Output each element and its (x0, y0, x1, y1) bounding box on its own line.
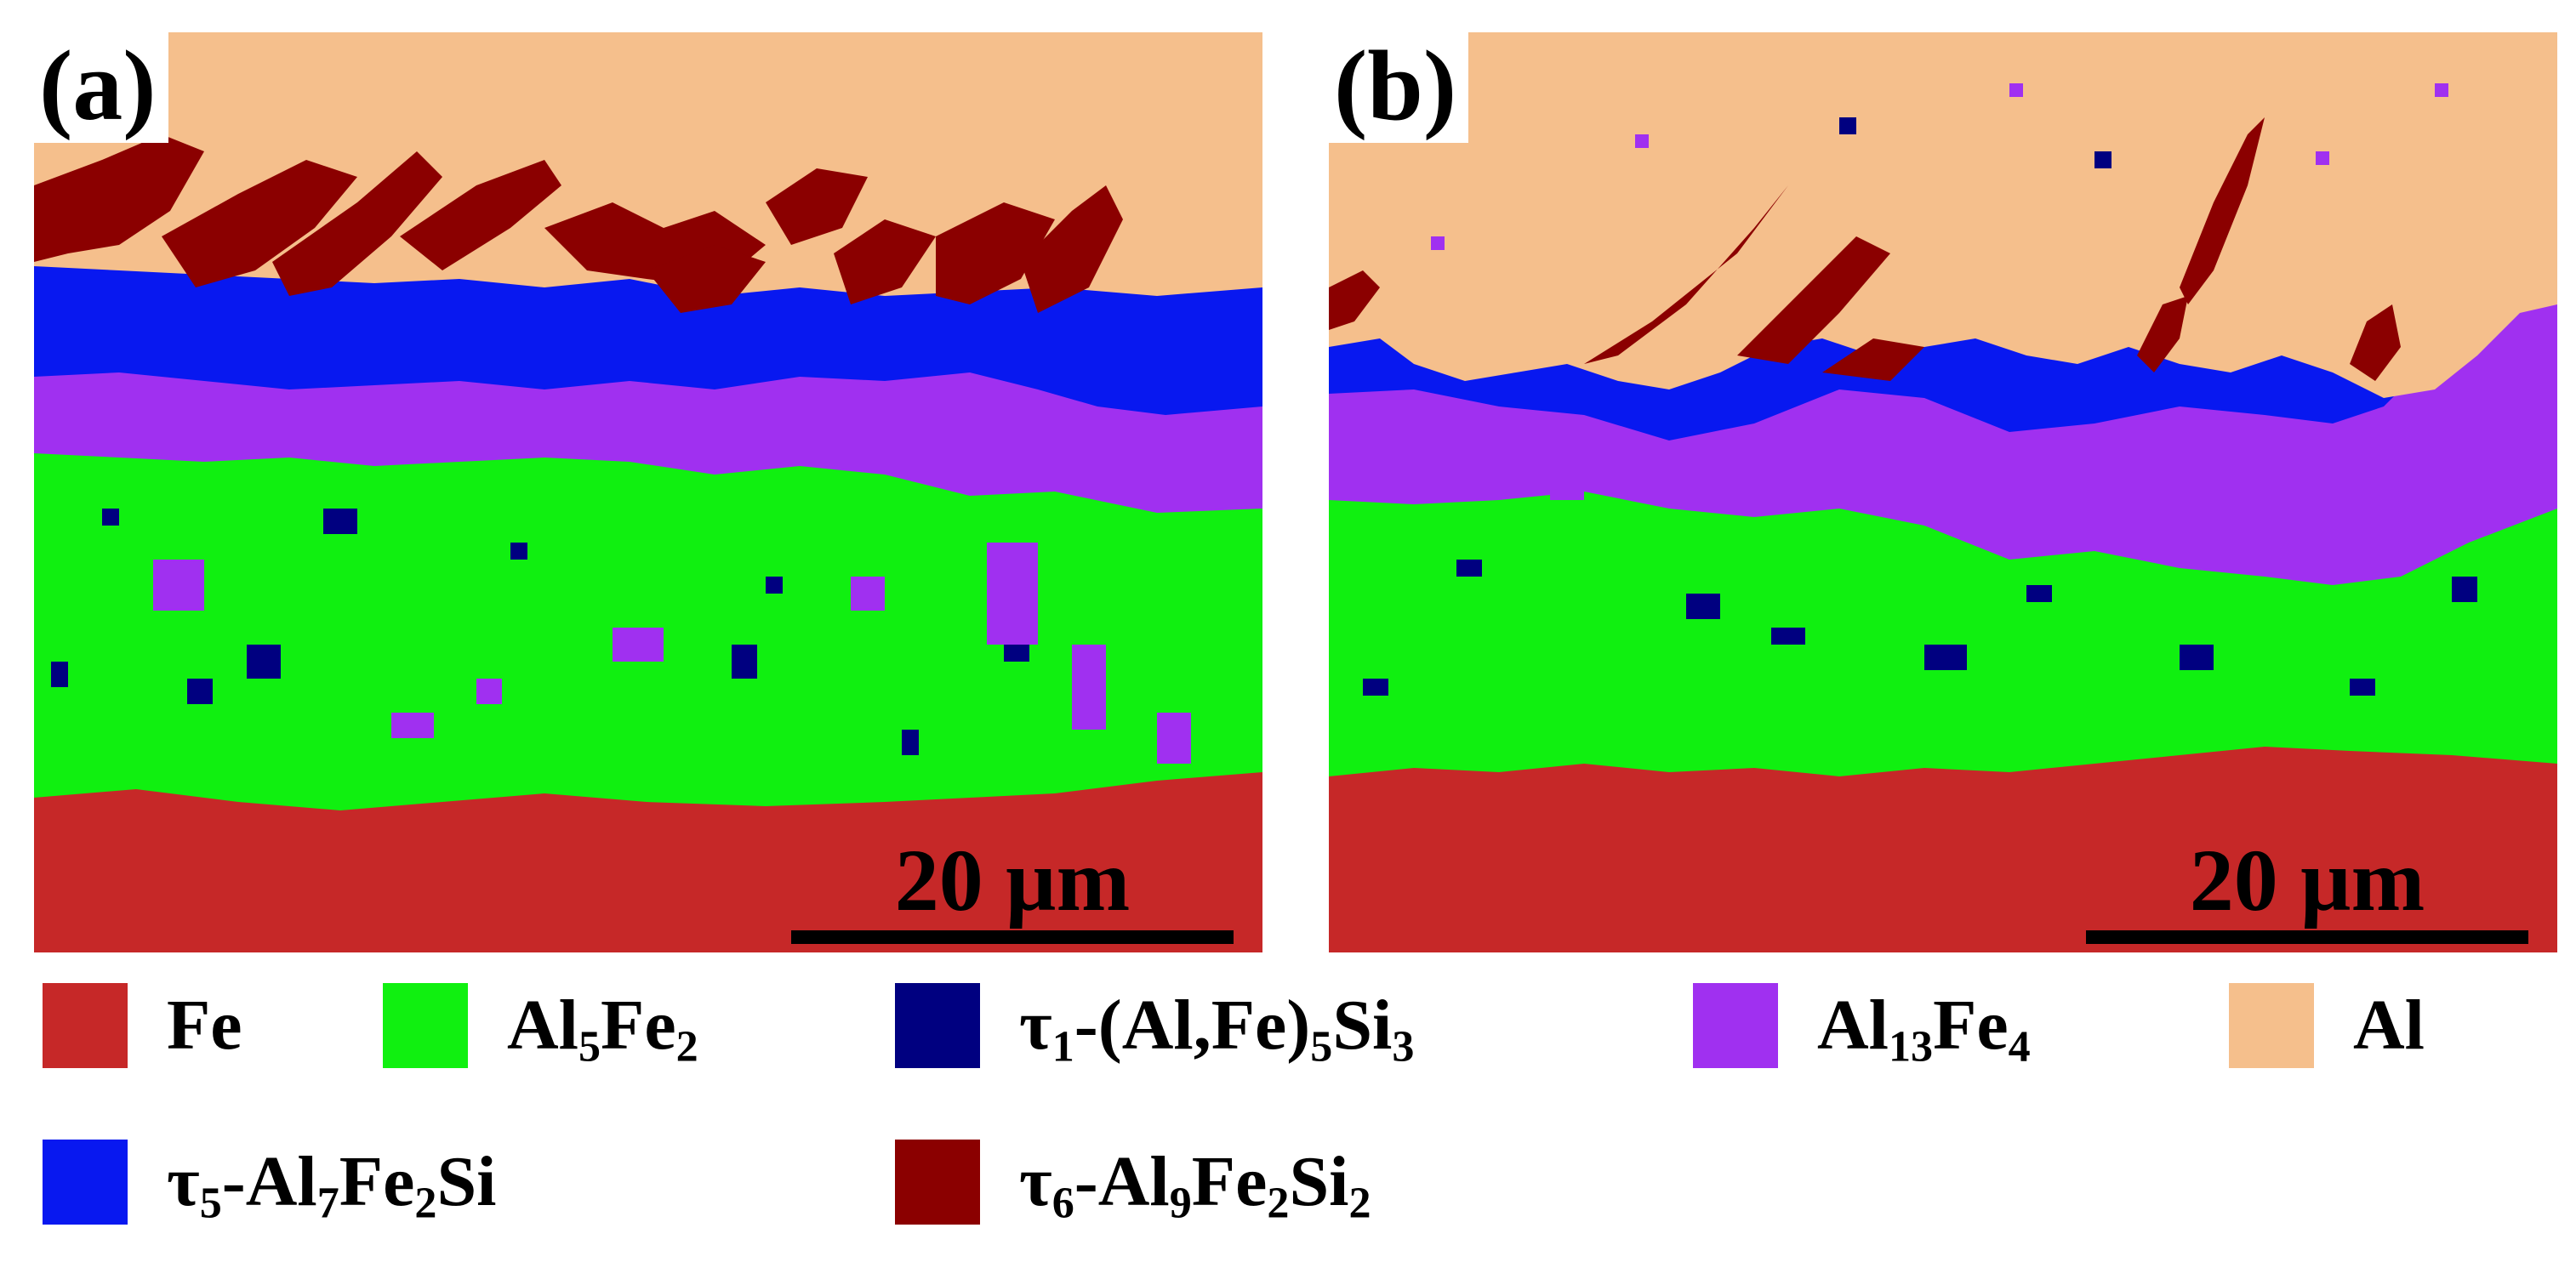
legend-item-al13fe4: Al13Fe4 (1693, 983, 2031, 1072)
legend-swatch-tau5 (43, 1140, 128, 1225)
panel-label-b: (b) (1329, 32, 1469, 143)
phase-map-a: (a) 20 µm (34, 32, 1262, 952)
legend-swatch-al (2229, 983, 2314, 1068)
panel-label-a: (a) (34, 32, 168, 143)
legend-label-tau6: τ6-Al9Fe2Si2 (1019, 1142, 1371, 1228)
phase-map-b-image (1329, 32, 2557, 952)
scale-bar-a: 20 µm (791, 837, 1234, 944)
legend-item-fe: Fe (43, 983, 242, 1068)
legend-label-tau1: τ1-(Al,Fe)5Si3 (1019, 986, 1415, 1072)
legend-label-tau5: τ5-Al7Fe2Si (167, 1142, 497, 1228)
legend-swatch-al13fe4 (1693, 983, 1778, 1068)
scale-bar-b-line (2086, 930, 2528, 944)
legend-item-al: Al (2229, 983, 2425, 1068)
legend-item-tau5: τ5-Al7Fe2Si (43, 1140, 497, 1225)
legend-label-fe: Fe (167, 986, 242, 1065)
legend-swatch-al5fe2 (383, 983, 468, 1068)
scale-bar-a-line (791, 930, 1234, 944)
legend-item-tau1: τ1-(Al,Fe)5Si3 (895, 983, 1415, 1072)
phase-map-b: (b) 20 µm (1329, 32, 2557, 952)
legend-swatch-fe (43, 983, 128, 1068)
legend-swatch-tau1 (895, 983, 980, 1068)
phase-map-a-image (34, 32, 1262, 952)
legend-label-al: Al (2353, 986, 2425, 1065)
legend-item-al5fe2: Al5Fe2 (383, 983, 698, 1072)
scale-bar-b: 20 µm (2086, 837, 2528, 944)
legend-label-al13fe4: Al13Fe4 (1817, 986, 2031, 1072)
scale-bar-a-text: 20 µm (894, 832, 1131, 929)
legend-swatch-tau6 (895, 1140, 980, 1225)
scale-bar-b-text: 20 µm (2189, 832, 2425, 929)
legend-label-al5fe2: Al5Fe2 (507, 986, 698, 1072)
legend-item-tau6: τ6-Al9Fe2Si2 (895, 1140, 1371, 1225)
